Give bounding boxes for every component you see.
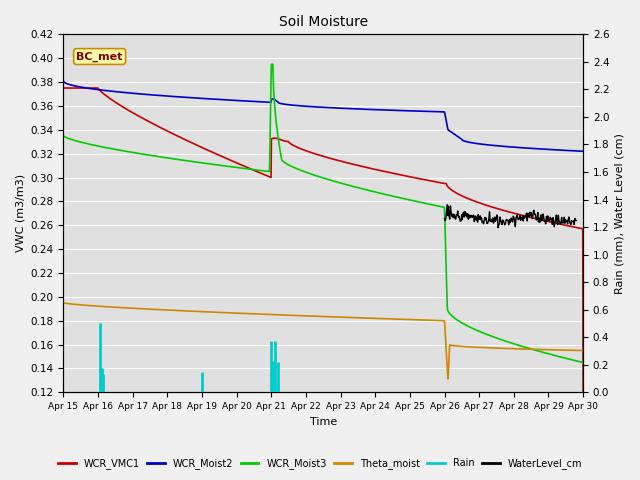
- Title: Soil Moisture: Soil Moisture: [278, 15, 368, 29]
- Y-axis label: VWC (m3/m3): VWC (m3/m3): [15, 174, 25, 252]
- X-axis label: Time: Time: [310, 417, 337, 427]
- Y-axis label: Rain (mm), Water Level (cm): Rain (mm), Water Level (cm): [615, 133, 625, 294]
- Text: BC_met: BC_met: [76, 51, 123, 61]
- Legend: WCR_VMC1, WCR_Moist2, WCR_Moist3, Theta_moist, Rain, WaterLevel_cm: WCR_VMC1, WCR_Moist2, WCR_Moist3, Theta_…: [54, 454, 586, 473]
